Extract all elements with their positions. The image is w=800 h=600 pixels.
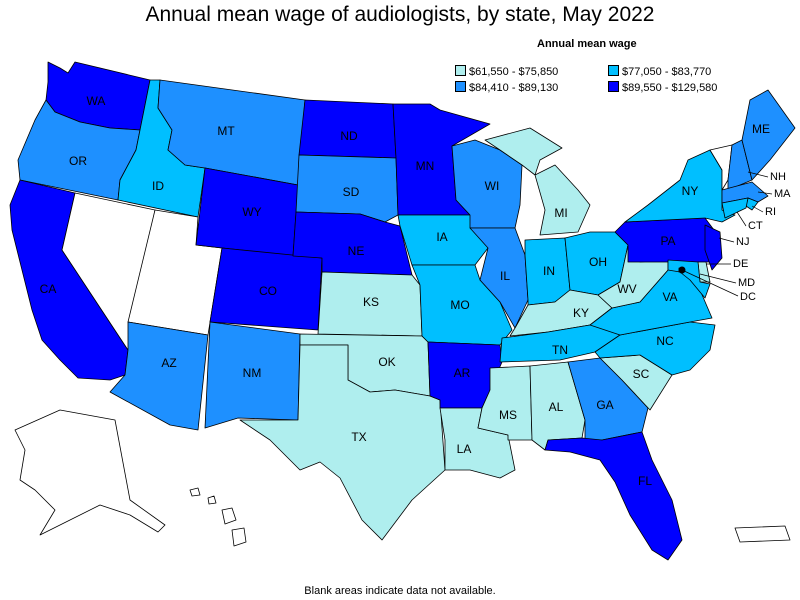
- legend-label-bin-2: $84,410 - $89,130: [469, 82, 559, 94]
- label-ms: MS: [499, 408, 517, 422]
- leader-nh: [747, 171, 769, 178]
- label-nh: NH: [770, 171, 786, 183]
- state-mi[interactable]: [484, 127, 591, 236]
- label-me: ME: [752, 122, 770, 136]
- state-hi[interactable]: [189, 487, 247, 547]
- label-il: IL: [500, 269, 510, 283]
- state-nj[interactable]: [704, 224, 723, 271]
- state-me[interactable]: [741, 89, 796, 181]
- state-nm[interactable]: [204, 321, 301, 429]
- label-wi: WI: [485, 179, 500, 193]
- legend-swatch-bin-2: [455, 81, 466, 92]
- state-wi[interactable]: [451, 139, 523, 229]
- label-co: CO: [259, 284, 277, 298]
- label-va: VA: [662, 290, 677, 304]
- label-ar: AR: [454, 366, 471, 380]
- leader-md: [699, 273, 737, 284]
- label-ma: MA: [774, 188, 791, 200]
- label-leader-lines: [681, 171, 773, 297]
- label-al: AL: [549, 400, 564, 414]
- state-ak[interactable]: [14, 409, 166, 536]
- legend-label-bin-0: $61,550 - $75,850: [469, 66, 559, 78]
- label-wv: WV: [617, 282, 636, 296]
- leader-ri: [751, 205, 764, 213]
- label-ok: OK: [378, 355, 395, 369]
- label-in: IN: [543, 264, 555, 278]
- label-wy: WY: [242, 205, 261, 219]
- label-de: DE: [733, 258, 748, 270]
- state-vt[interactable]: [709, 144, 733, 191]
- legend-label-bin-3: $89,550 - $129,580: [622, 82, 718, 94]
- label-ri: RI: [765, 206, 776, 218]
- label-tn: TN: [552, 343, 568, 357]
- label-ks: KS: [363, 295, 379, 309]
- label-wa: WA: [87, 94, 106, 108]
- legend-item-bin-2: $84,410 - $89,130: [455, 81, 558, 95]
- label-oh: OH: [589, 255, 607, 269]
- legend-item-bin-3: $89,550 - $129,580: [608, 81, 717, 95]
- label-ia: IA: [436, 230, 447, 244]
- label-ga: GA: [596, 398, 613, 412]
- state-pr[interactable]: [734, 525, 791, 543]
- state-ct[interactable]: [721, 197, 749, 219]
- label-mt: MT: [217, 124, 235, 138]
- label-nd: ND: [340, 129, 358, 143]
- legend-item-bin-1: $77,050 - $83,770: [608, 65, 711, 79]
- leader-ct: [736, 211, 747, 227]
- leader-nj: [718, 237, 735, 243]
- label-ny: NY: [682, 184, 699, 198]
- state-md[interactable]: [667, 259, 711, 299]
- label-mi: MI: [554, 206, 567, 220]
- state-az[interactable]: [109, 321, 209, 431]
- label-or: OR: [69, 154, 87, 168]
- label-tx: TX: [351, 430, 366, 444]
- state-labels: WA OR CA ID MT WY CO AZ NM ND SD NE KS O…: [40, 94, 791, 488]
- label-nj: NJ: [736, 236, 749, 248]
- footnote: Blank areas indicate data not available.: [304, 585, 496, 597]
- legend-label-bin-1: $77,050 - $83,770: [622, 66, 712, 78]
- label-ne: NE: [348, 244, 365, 258]
- state-tx[interactable]: [239, 344, 446, 541]
- label-az: AZ: [161, 356, 176, 370]
- label-dc: DC: [740, 291, 756, 303]
- label-mn: MN: [416, 159, 435, 173]
- leader-ma: [757, 191, 773, 195]
- legend-swatch-bin-1: [608, 65, 619, 76]
- label-fl: FL: [638, 474, 652, 488]
- leader-dc: [681, 269, 739, 297]
- map-title: Annual mean wage of audiologists, by sta…: [145, 3, 655, 26]
- dc-marker-icon: [678, 266, 686, 274]
- label-la: LA: [457, 442, 472, 456]
- label-nm: NM: [243, 366, 262, 380]
- legend-title: Annual mean wage: [537, 38, 637, 50]
- legend-item-bin-0: $61,550 - $75,850: [455, 65, 558, 79]
- label-ca: CA: [40, 282, 57, 296]
- legend-swatch-bin-0: [455, 65, 466, 76]
- label-id: ID: [152, 179, 164, 193]
- label-pa: PA: [660, 234, 675, 248]
- label-mo: MO: [450, 298, 469, 312]
- legend-swatch-bin-3: [608, 81, 619, 92]
- label-sc: SC: [633, 367, 650, 381]
- label-md: MD: [738, 277, 755, 289]
- state-fl[interactable]: [544, 431, 683, 561]
- label-ct: CT: [748, 220, 763, 232]
- label-nc: NC: [656, 334, 674, 348]
- label-ky: KY: [573, 306, 589, 320]
- label-sd: SD: [343, 185, 360, 199]
